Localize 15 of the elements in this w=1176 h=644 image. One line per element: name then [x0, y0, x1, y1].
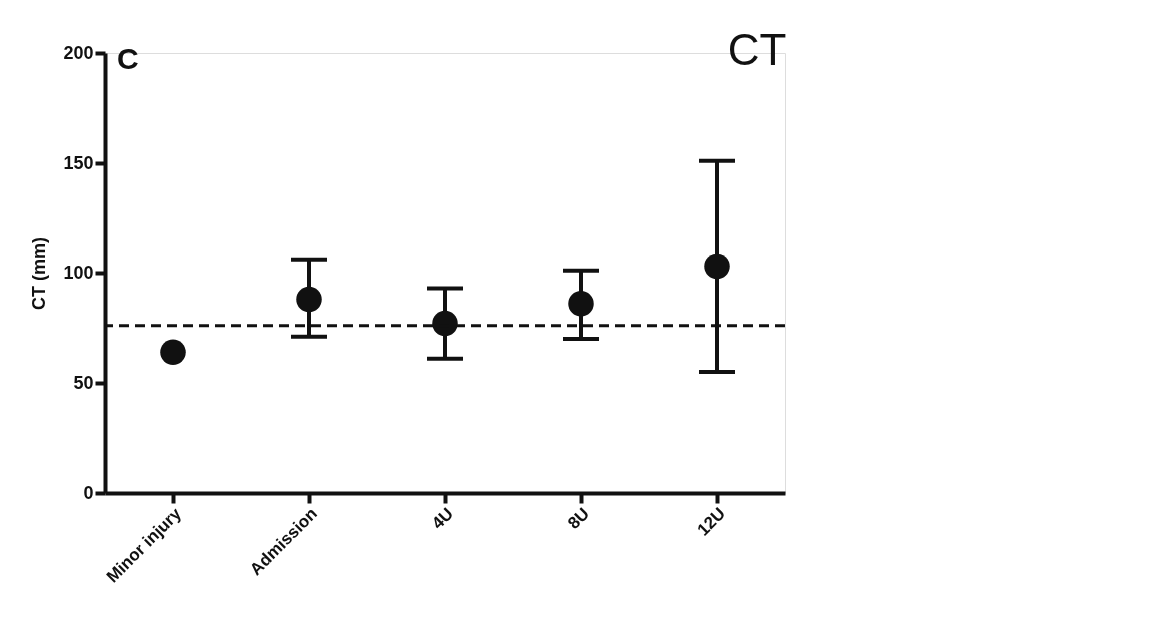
y-tick-label: 50: [73, 372, 94, 393]
y-tick-label: 200: [63, 42, 94, 63]
x-tick-label: 4U: [428, 504, 458, 533]
point: [568, 291, 594, 317]
point: [296, 286, 322, 313]
point: [432, 310, 458, 337]
y-tick-label: 150: [63, 152, 94, 173]
y-tick-label: 100: [63, 262, 94, 283]
x-tick-label: 8U: [564, 504, 594, 533]
point: [704, 253, 730, 280]
y-tick-label: 0: [83, 482, 94, 503]
annotation: C: [117, 42, 139, 75]
point: [160, 339, 186, 365]
y-axis-title: CT (mm): [29, 237, 50, 310]
chart-title: CT: [727, 25, 787, 74]
